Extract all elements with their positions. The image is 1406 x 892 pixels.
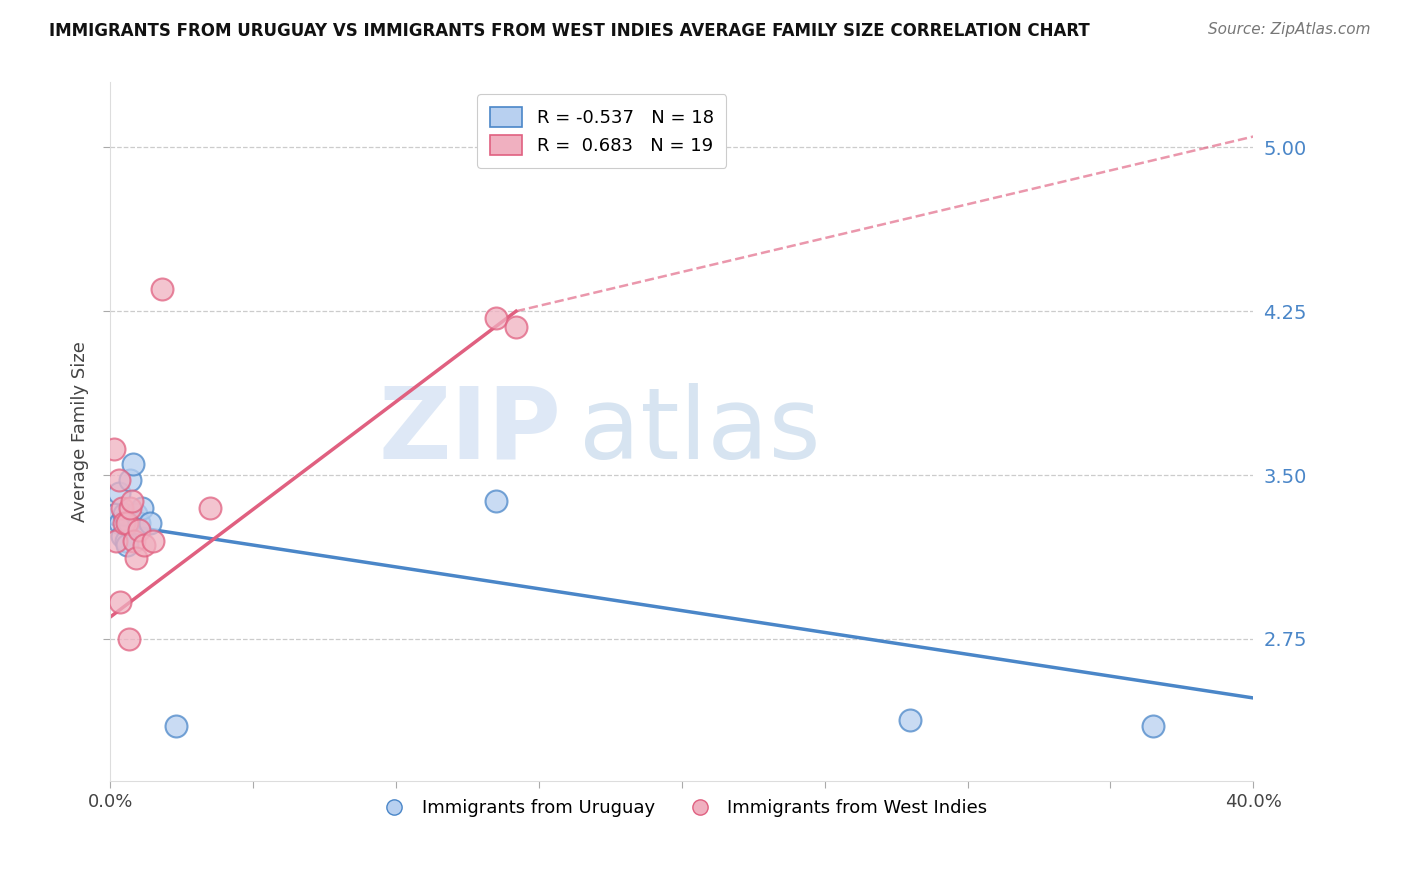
- Point: [150, 282, 173, 296]
- Point: [125, 551, 148, 566]
- Legend: Immigrants from Uruguay, Immigrants from West Indies: Immigrants from Uruguay, Immigrants from…: [370, 792, 994, 824]
- Point: [900, 713, 922, 727]
- Text: IMMIGRANTS FROM URUGUAY VS IMMIGRANTS FROM WEST INDIES AVERAGE FAMILY SIZE CORRE: IMMIGRANTS FROM URUGUAY VS IMMIGRANTS FR…: [49, 22, 1090, 40]
- Point: [104, 533, 127, 548]
- Point: [124, 533, 146, 548]
- Point: [110, 500, 132, 515]
- Point: [120, 500, 142, 515]
- Text: ZIP: ZIP: [378, 383, 561, 480]
- Point: [110, 529, 132, 543]
- Point: [1142, 719, 1164, 733]
- Point: [139, 516, 162, 531]
- Point: [128, 516, 150, 531]
- Point: [112, 508, 135, 522]
- Point: [165, 719, 187, 733]
- Point: [108, 595, 131, 609]
- Point: [121, 494, 143, 508]
- Point: [505, 319, 527, 334]
- Point: [120, 473, 142, 487]
- Point: [103, 442, 125, 456]
- Point: [114, 533, 136, 548]
- Point: [142, 533, 165, 548]
- Point: [198, 500, 221, 515]
- Point: [125, 508, 148, 522]
- Point: [112, 516, 135, 531]
- Point: [104, 508, 127, 522]
- Point: [108, 516, 131, 531]
- Text: atlas: atlas: [579, 383, 821, 480]
- Point: [134, 538, 156, 552]
- Point: [122, 457, 145, 471]
- Point: [131, 500, 153, 515]
- Point: [485, 310, 508, 325]
- Point: [107, 485, 129, 500]
- Point: [118, 632, 141, 646]
- Y-axis label: Average Family Size: Average Family Size: [72, 341, 89, 522]
- Point: [485, 494, 508, 508]
- Text: Source: ZipAtlas.com: Source: ZipAtlas.com: [1208, 22, 1371, 37]
- Point: [118, 516, 141, 531]
- Point: [128, 523, 150, 537]
- Point: [107, 473, 129, 487]
- Point: [115, 538, 138, 552]
- Point: [115, 516, 138, 531]
